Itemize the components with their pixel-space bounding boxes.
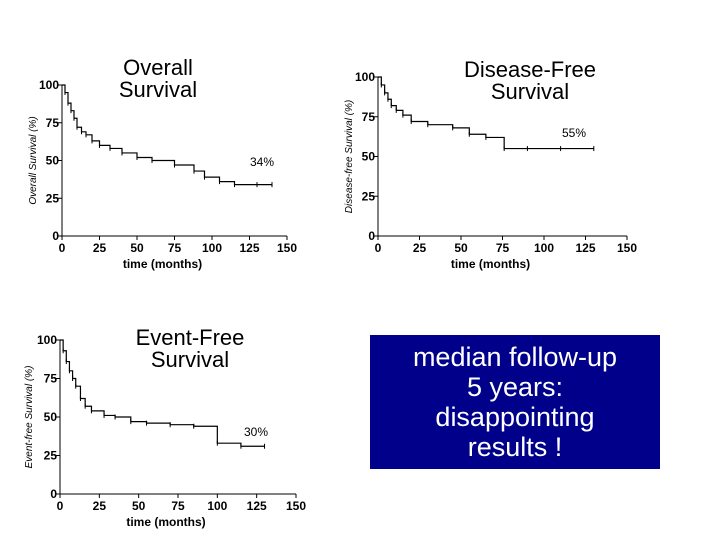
chart-dfs-title: Disease-Free Survival (464, 57, 596, 104)
chart-dfs-x-tick-label-5: 125 (575, 241, 595, 255)
chart-dfs-x-tick-label-0: 0 (375, 241, 382, 255)
chart-os-y-tick-label-4: 100 (39, 78, 59, 92)
chart-efs-x-axis-label: time (months) (126, 515, 205, 529)
chart-efs-y-tick-label-1: 25 (44, 449, 58, 463)
chart-dfs-x-axis-label: time (months) (451, 257, 530, 271)
chart-os-y-tick-label-1: 25 (46, 191, 60, 205)
chart-efs-x-tick-label-4: 100 (207, 499, 227, 513)
chart-dfs-y-tick-label-2: 50 (362, 150, 376, 164)
chart-efs-x-tick-label-5: 125 (247, 499, 267, 513)
chart-dfs-annotation: 55% (562, 126, 586, 140)
chart-dfs-y-axis-label: Disease-free Survival (%) (344, 100, 355, 213)
chart-dfs-x-tick-label-3: 75 (496, 241, 510, 255)
chart-os-x-tick-label-5: 125 (239, 241, 259, 255)
chart-dfs-x-tick-label-6: 150 (617, 241, 637, 255)
chart-dfs-survival-curve (378, 76, 594, 150)
chart-efs-x-tick-label-0: 0 (57, 499, 64, 513)
chart-os-x-tick-label-4: 100 (202, 241, 222, 255)
chart-efs-x-tick-label-3: 75 (171, 499, 185, 513)
chart-dfs-x-tick-label-2: 50 (454, 241, 468, 255)
chart-dfs-y-tick-label-1: 25 (362, 189, 376, 203)
chart-efs-x-tick-label-1: 25 (93, 499, 107, 513)
chart-os-x-tick-label-0: 0 (59, 241, 66, 255)
chart-os-x-tick-label-6: 150 (277, 241, 297, 255)
chart-dfs-x-tick-label-4: 100 (534, 241, 554, 255)
chart-os-y-tick-label-3: 75 (46, 116, 60, 130)
chart-os-x-tick-label-3: 75 (168, 241, 182, 255)
chart-os-y-tick-label-0: 0 (52, 229, 59, 243)
chart-dfs-y-tick-label-0: 0 (368, 229, 375, 243)
chart-efs-title: Event-Free Survival (136, 325, 245, 372)
follow-up-note: median follow-up 5 years: disappointing … (370, 335, 660, 469)
chart-os-annotation: 34% (250, 155, 274, 169)
chart-efs-y-tick-label-3: 75 (44, 372, 58, 386)
chart-os-x-tick-label-1: 25 (93, 241, 107, 255)
chart-efs-y-tick-label-0: 0 (50, 487, 57, 501)
chart-efs-y-axis-label: Event-free Survival (%) (24, 366, 35, 469)
chart-efs-y-tick-label-2: 50 (44, 410, 58, 424)
chart-os-x-axis-label: time (months) (123, 257, 202, 271)
chart-efs-y-tick-label-4: 100 (37, 333, 57, 347)
chart-os-y-axis-label: Overall Survival (%) (28, 116, 39, 204)
chart-efs-x-tick-label-2: 50 (132, 499, 146, 513)
chart-os-y-tick-label-2: 50 (46, 154, 60, 168)
chart-dfs-y-tick-label-4: 100 (355, 70, 375, 84)
chart-os-title: Overall Survival (119, 55, 197, 102)
chart-dfs-y-tick-label-3: 75 (362, 110, 376, 124)
chart-efs-x-tick-label-6: 150 (286, 499, 306, 513)
chart-os-x-tick-label-2: 50 (130, 241, 144, 255)
chart-dfs-x-tick-label-1: 25 (413, 241, 427, 255)
chart-efs-annotation: 30% (244, 425, 268, 439)
